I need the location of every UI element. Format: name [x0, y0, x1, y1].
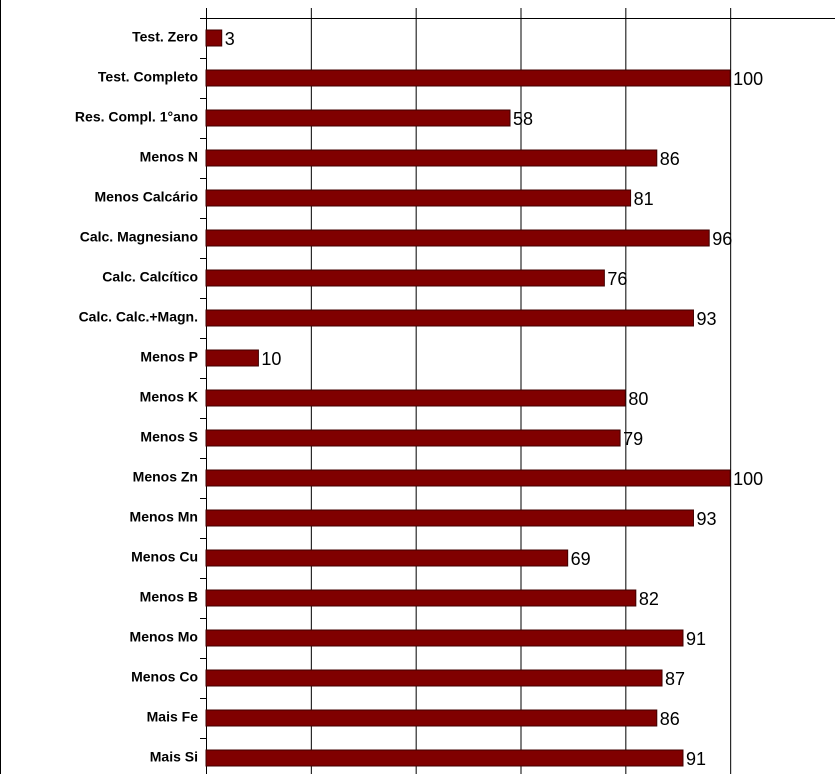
bar — [205, 509, 694, 527]
value-label: 82 — [639, 589, 659, 609]
value-label: 3 — [225, 29, 235, 49]
bar — [205, 189, 632, 207]
y-tick-label: Menos Mn — [130, 509, 198, 525]
y-tick-label: Menos P — [140, 349, 198, 365]
bar — [205, 549, 569, 567]
value-label: 96 — [712, 229, 732, 249]
y-tick-label: Menos Co — [131, 669, 198, 685]
value-label: 91 — [686, 629, 706, 649]
y-tick-label: Menos Zn — [133, 469, 198, 485]
value-label: 100 — [733, 69, 763, 89]
y-tick-label: Menos N — [140, 149, 198, 165]
value-label: 100 — [733, 469, 763, 489]
bar — [205, 389, 626, 407]
value-label: 93 — [696, 509, 716, 529]
y-tick-label: Menos S — [140, 429, 198, 445]
value-label: 87 — [665, 669, 685, 689]
y-tick-label: Menos Cu — [131, 549, 198, 565]
bar — [205, 149, 658, 167]
bar — [205, 29, 223, 47]
y-tick-label: Calc. Magnesiano — [80, 229, 198, 245]
value-label: 69 — [571, 549, 591, 569]
bar — [205, 669, 663, 687]
bar — [205, 109, 511, 127]
y-tick-label: Res. Compl. 1°ano — [75, 109, 198, 125]
value-label: 58 — [513, 109, 533, 129]
value-label: 80 — [628, 389, 648, 409]
y-tick-label: Calc. Calcítico — [102, 269, 198, 285]
value-label: 10 — [261, 349, 281, 369]
value-label: 91 — [686, 749, 706, 769]
bar — [205, 429, 621, 447]
value-label: 79 — [623, 429, 643, 449]
value-label: 93 — [696, 309, 716, 329]
y-tick-label: Menos Calcário — [95, 189, 198, 205]
bar — [205, 229, 710, 247]
bar — [205, 269, 605, 287]
value-label: 86 — [660, 709, 680, 729]
y-tick-label: Menos K — [140, 389, 198, 405]
bar — [205, 749, 684, 767]
value-label: 86 — [660, 149, 680, 169]
bar — [205, 469, 731, 487]
bar — [205, 629, 684, 647]
value-label: 76 — [607, 269, 627, 289]
bar — [205, 309, 694, 327]
y-tick-label: Mais Si — [150, 749, 198, 765]
y-tick-label: Test. Zero — [132, 29, 198, 45]
bar — [205, 69, 731, 87]
y-tick-label: Calc. Calc.+Magn. — [79, 309, 198, 325]
bar — [205, 589, 637, 607]
y-tick-label: Test. Completo — [98, 69, 198, 85]
value-label: 81 — [634, 189, 654, 209]
y-tick-label: Menos B — [140, 589, 198, 605]
bar — [205, 709, 658, 727]
bar — [205, 349, 259, 367]
y-tick-label: Mais Fe — [147, 709, 199, 725]
y-tick-label: Menos Mo — [130, 629, 198, 645]
